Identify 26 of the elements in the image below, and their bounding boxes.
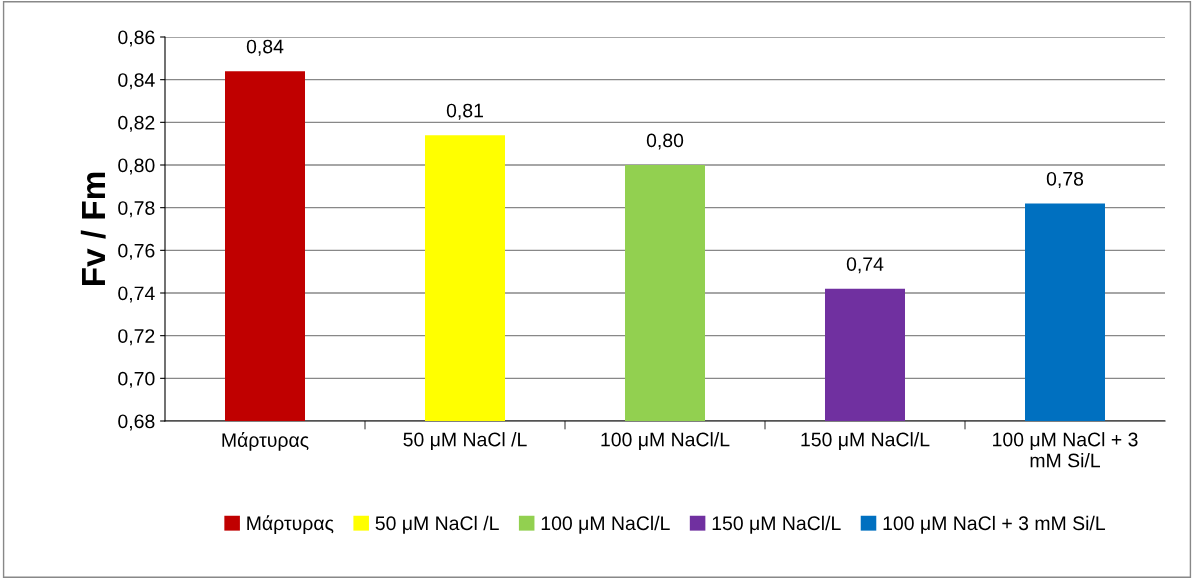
y-tick-label: 0,74 — [118, 286, 155, 303]
y-tick-label: 0,80 — [118, 158, 155, 175]
data-label: 0,81 — [446, 103, 483, 120]
data-label: 0,74 — [846, 257, 884, 274]
y-tick-label: 0,82 — [118, 115, 155, 132]
x-tick-label: 100 μM NaCl + 3 mM Si/L — [993, 432, 1138, 468]
y-tick-label: 0,70 — [118, 371, 155, 388]
legend-label: 100 μM NaCl + 3 mM Si/L — [883, 515, 1106, 534]
legend-label: Μάρτυρας — [247, 515, 334, 534]
data-label: 0,80 — [646, 133, 684, 150]
y-tick-label: 0,72 — [118, 329, 155, 346]
y-tick-label: 0,78 — [118, 201, 155, 218]
y-tick-label: 0,76 — [118, 243, 155, 260]
x-tick-label: 50 μM NaCl /L — [403, 432, 527, 450]
legend-label: 150 μM NaCl/L — [712, 515, 841, 534]
data-label: 0,78 — [1046, 171, 1084, 188]
legend-label: 50 μM NaCl /L — [375, 515, 499, 534]
legend-label: 100 μM NaCl/L — [541, 515, 670, 534]
y-axis-title: Fv / Fm — [80, 172, 106, 286]
x-tick-label: Μάρτυρας — [222, 432, 309, 451]
x-tick-label: 100 μM NaCl/L — [601, 432, 730, 450]
y-tick-label: 0,68 — [118, 414, 155, 431]
y-tick-label: 0,86 — [118, 30, 155, 47]
x-tick-label: 150 μM NaCl/L — [801, 432, 930, 450]
data-label: 0,84 — [246, 39, 284, 56]
y-tick-label: 0,84 — [118, 73, 155, 90]
